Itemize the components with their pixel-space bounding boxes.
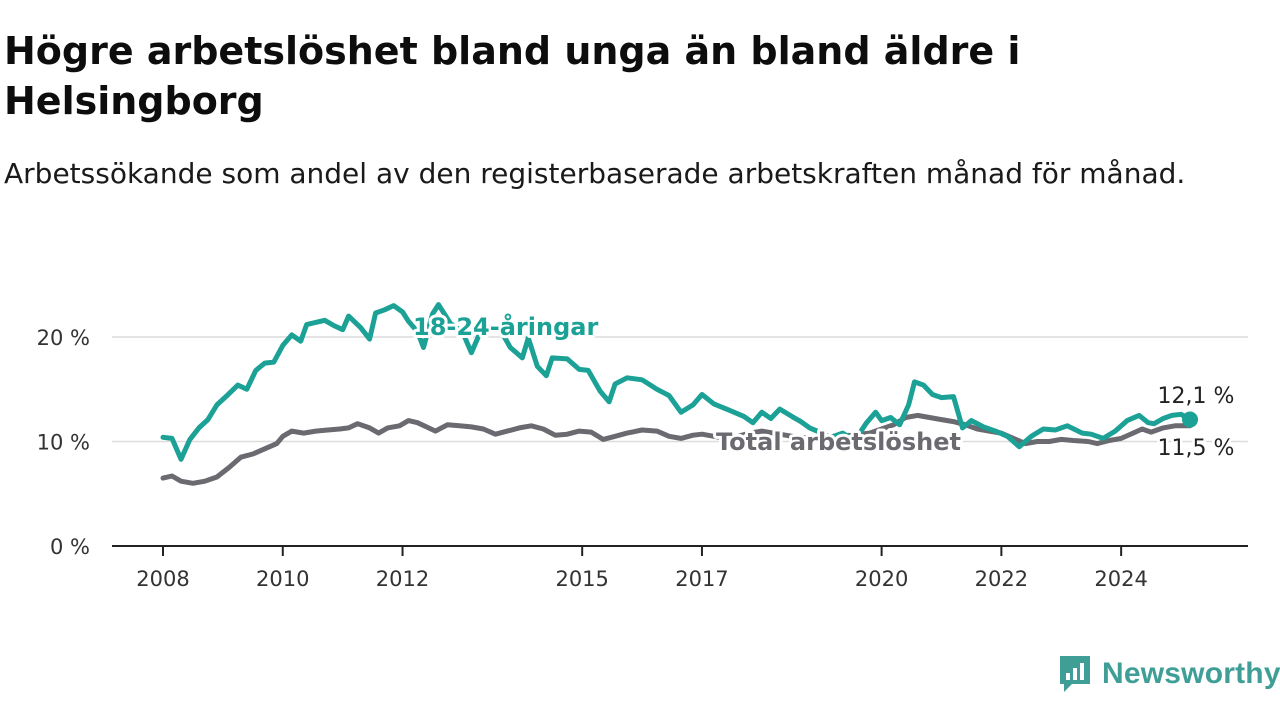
series-label-total: Total arbetslöshet [716,428,961,456]
x-tick-label: 2017 [675,567,728,591]
y-tick-label: 10 % [37,431,90,455]
x-tick-label: 2012 [376,567,429,591]
series-line-total [160,412,1193,486]
brand: Newsworthy [1058,654,1280,694]
gridlines [112,336,1248,443]
chart-subtitle: Arbetssökande som andel av den registerb… [4,157,1186,190]
brand-name: Newsworthy [1102,657,1280,690]
chart-title: Högre arbetslöshet bland unga än bland ä… [4,29,1021,123]
series-label-youth: 18-24-åringar [413,312,598,341]
labels: 0 % 10 % 20 % 2008 2010 2012 2015 2017 2020 2022 2… [37,309,1237,591]
end-label-total: 11,5 % [1158,436,1235,461]
x-tick-label: 2008 [136,567,189,591]
x-tick-label: 2015 [555,567,608,591]
x-tick-label: 2024 [1094,567,1147,591]
axes [112,545,1248,556]
x-tick-label: 2020 [855,567,908,591]
y-tick-label: 20 % [37,326,90,350]
end-label-youth: 12,1 % [1158,384,1235,409]
x-tick-label: 2022 [975,567,1028,591]
x-tick-label: 2010 [256,567,309,591]
series [160,302,1199,486]
series-end-marker-youth [1182,411,1199,428]
y-tick-label: 0 % [50,535,90,559]
series-line-youth [160,302,1193,462]
newsworthy-logo-icon [1060,656,1090,692]
